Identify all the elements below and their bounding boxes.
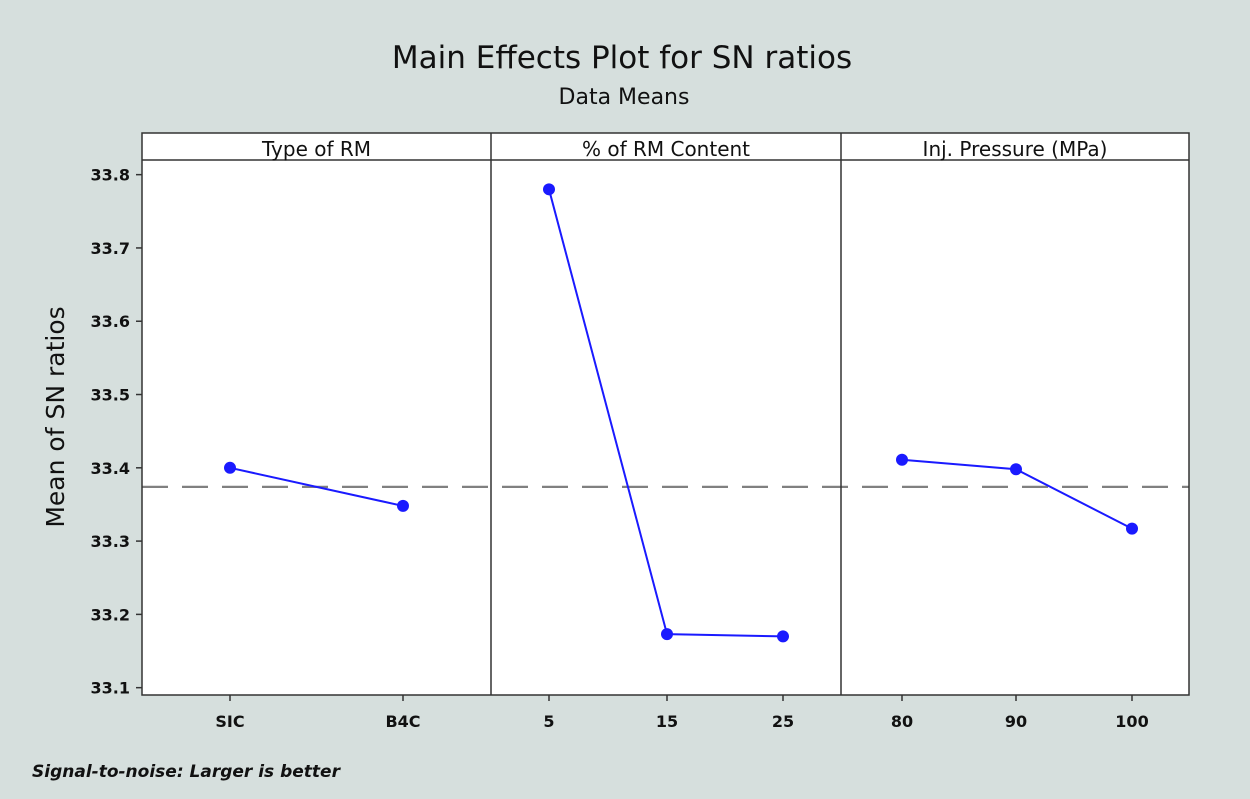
y-axis-label: Mean of SN ratios — [41, 306, 70, 527]
plot-background — [142, 133, 1189, 695]
plot-area: 33.1 33.2 33.3 33.4 33.5 33.6 33.7 33.8 Type of … — [91, 132, 1190, 731]
data-point — [1010, 463, 1022, 476]
y-tick-label: 33.8 — [91, 166, 130, 185]
x-tick-label: 5 — [543, 712, 554, 731]
x-tick-label: SIC — [215, 712, 244, 731]
data-point — [1126, 522, 1138, 535]
panel-title-1: Type of RM — [261, 137, 371, 161]
panel-title-2: % of RM Content — [582, 137, 750, 161]
panel-title-3: Inj. Pressure (MPa) — [923, 137, 1108, 161]
y-tick-label: 33.2 — [91, 605, 130, 624]
footnote: Signal-to-noise: Larger is better — [32, 762, 342, 782]
chart-subtitle: Data Means — [559, 85, 690, 110]
data-point — [397, 499, 409, 512]
series-line-1 — [229, 466, 404, 507]
x-tick-label: B4C — [385, 712, 420, 731]
x-tick-label: 25 — [772, 712, 794, 731]
x-tick-label: 80 — [891, 712, 913, 731]
data-point — [896, 453, 908, 466]
data-point — [777, 630, 789, 643]
y-tick-label: 33.1 — [91, 679, 130, 698]
y-tick-label: 33.4 — [91, 459, 130, 478]
x-tick-label: 100 — [1115, 712, 1148, 731]
y-tick-label: 33.3 — [91, 532, 130, 551]
x-tick-label: 90 — [1005, 712, 1027, 731]
plot-border — [141, 132, 1190, 696]
data-point — [661, 628, 673, 641]
data-point — [543, 183, 555, 196]
data-point — [224, 461, 236, 474]
y-tick-label: 33.5 — [91, 386, 130, 405]
y-tick-label: 33.6 — [91, 312, 130, 331]
x-tick-label: 15 — [656, 712, 678, 731]
chart-title: Main Effects Plot for SN ratios — [392, 40, 852, 76]
y-tick-label: 33.7 — [91, 239, 130, 258]
